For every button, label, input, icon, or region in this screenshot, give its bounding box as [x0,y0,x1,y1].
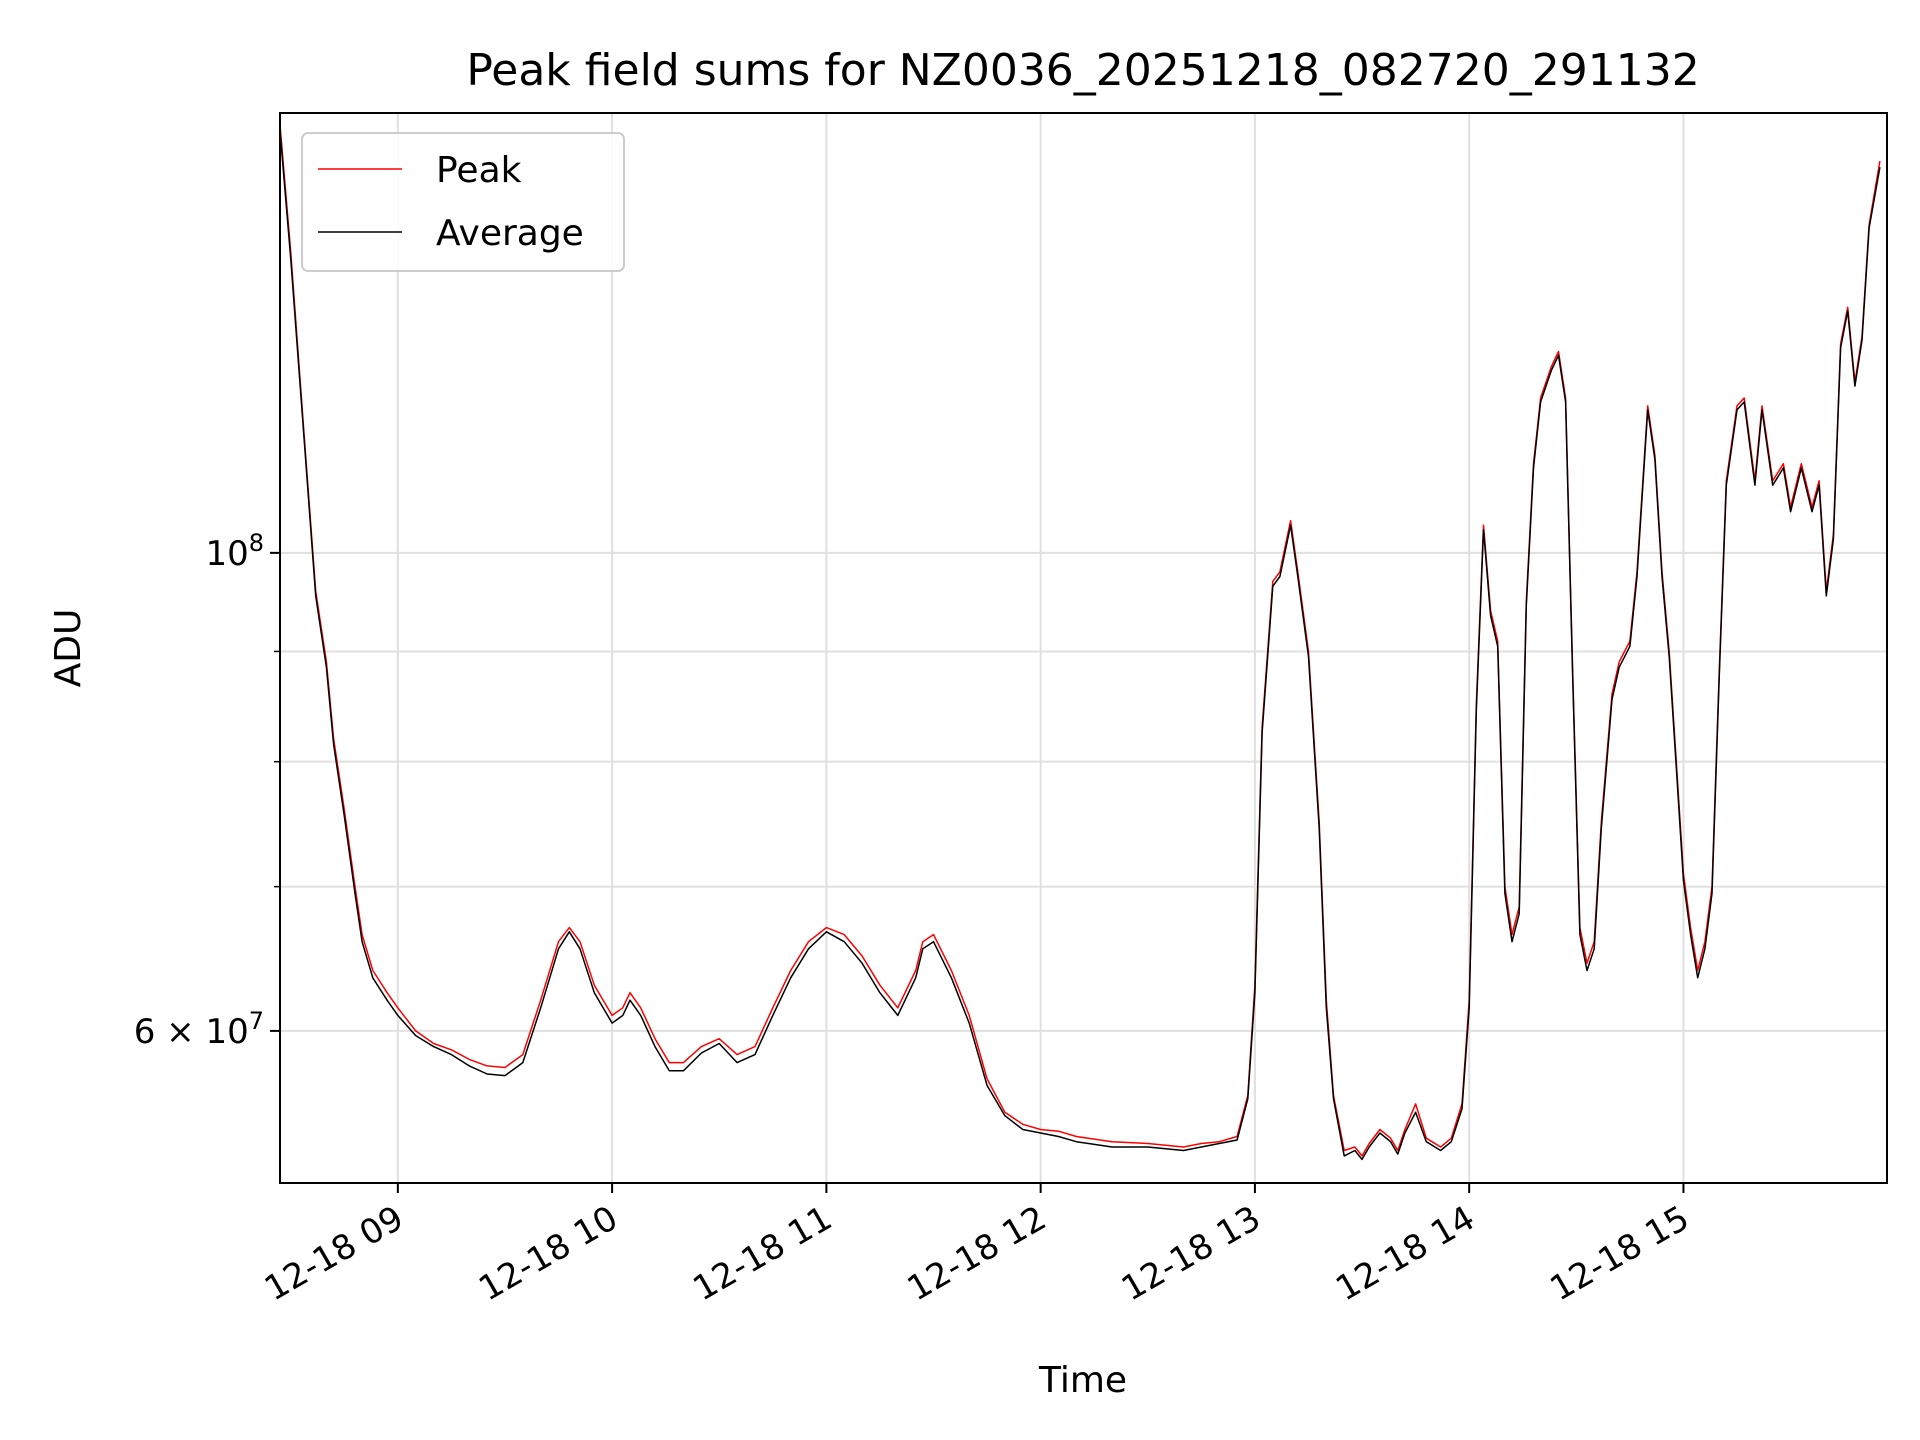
series-line-average [279,130,1881,1161]
y-axis-label: ADU [48,609,89,688]
grid [280,113,1887,1183]
chart-title: Peak field sums for NZ0036_20251218_0827… [466,45,1699,96]
legend-label-average: Average [436,213,584,254]
x-axis-label: Time [1038,1360,1127,1401]
y-axis: 6 × 107 108 [134,529,280,1052]
plot-frame [279,112,1888,1184]
y-tick-label: 108 [205,529,264,574]
series-layer [279,124,1881,1161]
legend: Peak Average [301,132,625,272]
y-tick-label: 6 × 107 [134,1007,264,1052]
legend-label-peak: Peak [436,150,522,191]
legend-box [301,132,625,272]
